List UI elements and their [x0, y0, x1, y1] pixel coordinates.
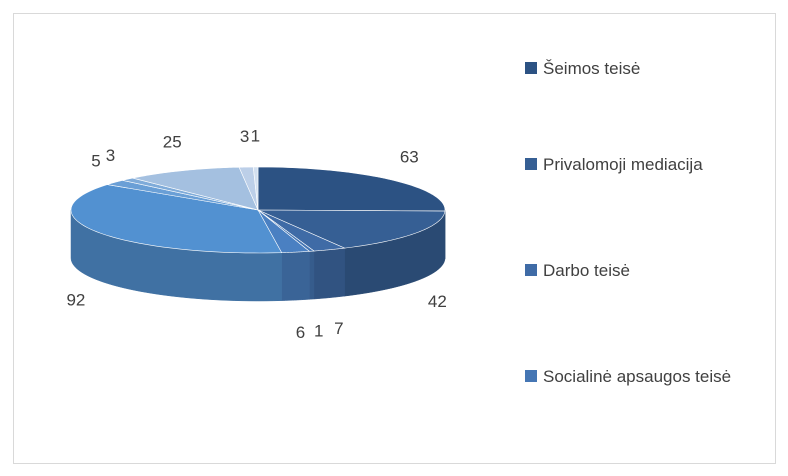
data-label: 1: [251, 127, 260, 146]
pie-slice: [257, 166, 446, 212]
legend-label: Privalomoji mediacija: [543, 155, 703, 174]
data-label: 3: [106, 146, 115, 165]
pie-slice: [257, 209, 446, 249]
legend-item: Šeimos teisė: [525, 55, 765, 82]
pie-slice: [107, 180, 259, 211]
data-label: 6: [296, 323, 305, 342]
data-label: 92: [66, 290, 85, 309]
data-label: 1: [314, 321, 323, 340]
pie-slice-side: [309, 250, 315, 300]
legend-label: Darbo teisė: [543, 261, 630, 280]
legend-label: Šeimos teisė: [543, 59, 641, 78]
legend-swatch: [525, 62, 537, 74]
legend-item: Privalomoji mediacija: [525, 151, 765, 178]
pie-slice: [238, 166, 259, 211]
legend-item: Socialinė apsaugos teisė: [525, 363, 765, 390]
pie-slice: [132, 166, 259, 211]
pie-slice: [70, 184, 283, 254]
pie-slice: [257, 209, 311, 253]
legend-swatch: [525, 370, 537, 382]
data-label: 5: [91, 151, 100, 170]
legend-label: Socialinė apsaugos teisė: [543, 367, 732, 386]
pie-slice: [252, 166, 259, 211]
pie-slice: [122, 177, 259, 211]
legend-swatch: [525, 158, 537, 170]
legend-item: Darbo teisė: [525, 257, 765, 284]
data-label: 63: [400, 147, 419, 166]
pie-slice: [257, 209, 346, 252]
pie-slice-side: [313, 247, 345, 300]
chart-border: [13, 13, 776, 464]
pie-slice-side: [281, 251, 310, 301]
data-label: 7: [334, 319, 343, 338]
data-label: 42: [428, 292, 447, 311]
pie-slice: [257, 209, 315, 252]
data-label: 3: [240, 127, 249, 146]
legend-swatch: [525, 264, 537, 276]
data-label: 25: [163, 133, 182, 152]
